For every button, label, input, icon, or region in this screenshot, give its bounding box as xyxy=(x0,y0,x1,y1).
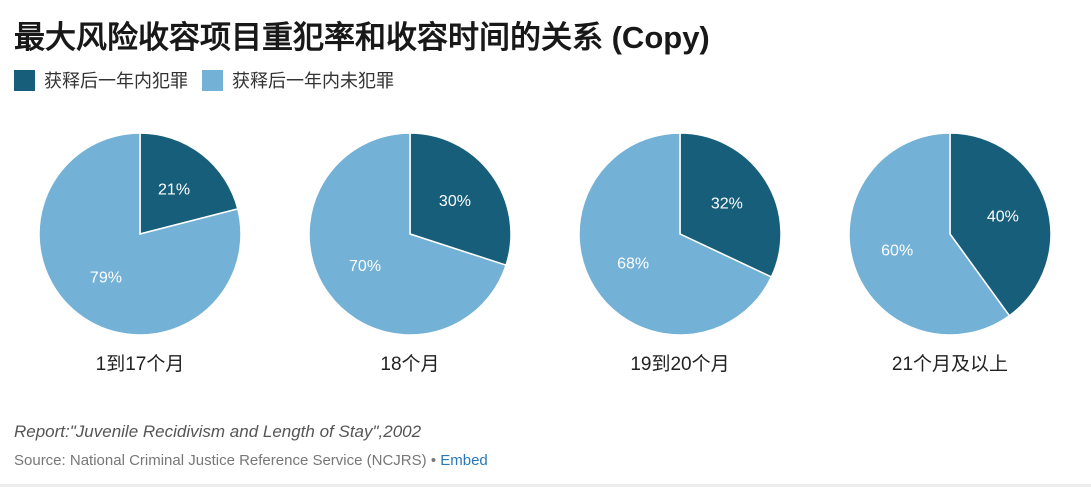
pie-4: 40% 60% 21个月及以上 xyxy=(848,132,1052,375)
legend-swatch-not-reoffended xyxy=(202,69,223,91)
source-separator: • xyxy=(430,452,437,469)
pie-2-slice-not-reoffended xyxy=(308,132,508,336)
pie-charts: 21% 79% 1到17个月 30% 70% 18个月 32% 68% 19到20个月 40% 60… xyxy=(38,132,1052,375)
pie-4-slice-not-reoffended xyxy=(848,132,1011,336)
chart-title: 最大风险收容项目重犯率和收容时间的关系 (Copy) xyxy=(14,20,710,55)
source-line: Source: National Criminal Justice Refere… xyxy=(14,452,488,469)
pie-4-caption: 21个月及以上 xyxy=(892,353,1008,375)
pie-2-slice-reoffended xyxy=(409,132,512,267)
report-note: Report:"Juvenile Recidivism and Length o… xyxy=(14,422,422,441)
legend-item-reoffended: 获释后一年内犯罪 xyxy=(14,67,188,93)
pie-1-value-label-1: 21% xyxy=(158,182,190,199)
legend: 获释后一年内犯罪 获释后一年内未犯罪 xyxy=(14,67,408,93)
pie-2-caption: 18个月 xyxy=(380,353,439,375)
legend-label-not-reoffended: 获释后一年内未犯罪 xyxy=(232,71,394,91)
pie-4-slice-reoffended xyxy=(949,132,1052,317)
embed-link[interactable]: Embed xyxy=(440,452,488,469)
pie-2-value-label-2: 70% xyxy=(349,258,381,275)
pie-1-slice-reoffended xyxy=(139,132,239,235)
pie-3: 32% 68% 19到20个月 xyxy=(578,132,782,375)
pie-3-value-label-2: 68% xyxy=(617,255,649,272)
pie-3-slice-not-reoffended xyxy=(578,132,773,336)
pie-2: 30% 70% 18个月 xyxy=(308,132,512,375)
pie-2-value-label-1: 30% xyxy=(439,193,471,210)
legend-item-not-reoffended: 获释后一年内未犯罪 xyxy=(202,67,394,93)
pie-1: 21% 79% 1到17个月 xyxy=(38,132,242,375)
pie-3-value-label-1: 32% xyxy=(711,196,743,213)
legend-swatch-reoffended xyxy=(14,69,35,91)
source-text: Source: National Criminal Justice Refere… xyxy=(14,452,427,469)
pie-4-value-label-2: 60% xyxy=(881,243,913,260)
pie-1-slice-not-reoffended xyxy=(38,132,242,336)
pie-1-value-label-2: 79% xyxy=(90,269,122,286)
pie-4-value-label-1: 40% xyxy=(987,208,1019,225)
pie-1-caption: 1到17个月 xyxy=(96,353,185,375)
pie-3-caption: 19到20个月 xyxy=(630,353,729,375)
legend-label-reoffended: 获释后一年内犯罪 xyxy=(44,71,188,91)
bottom-divider xyxy=(0,484,1091,487)
pie-3-slice-reoffended xyxy=(679,132,782,279)
